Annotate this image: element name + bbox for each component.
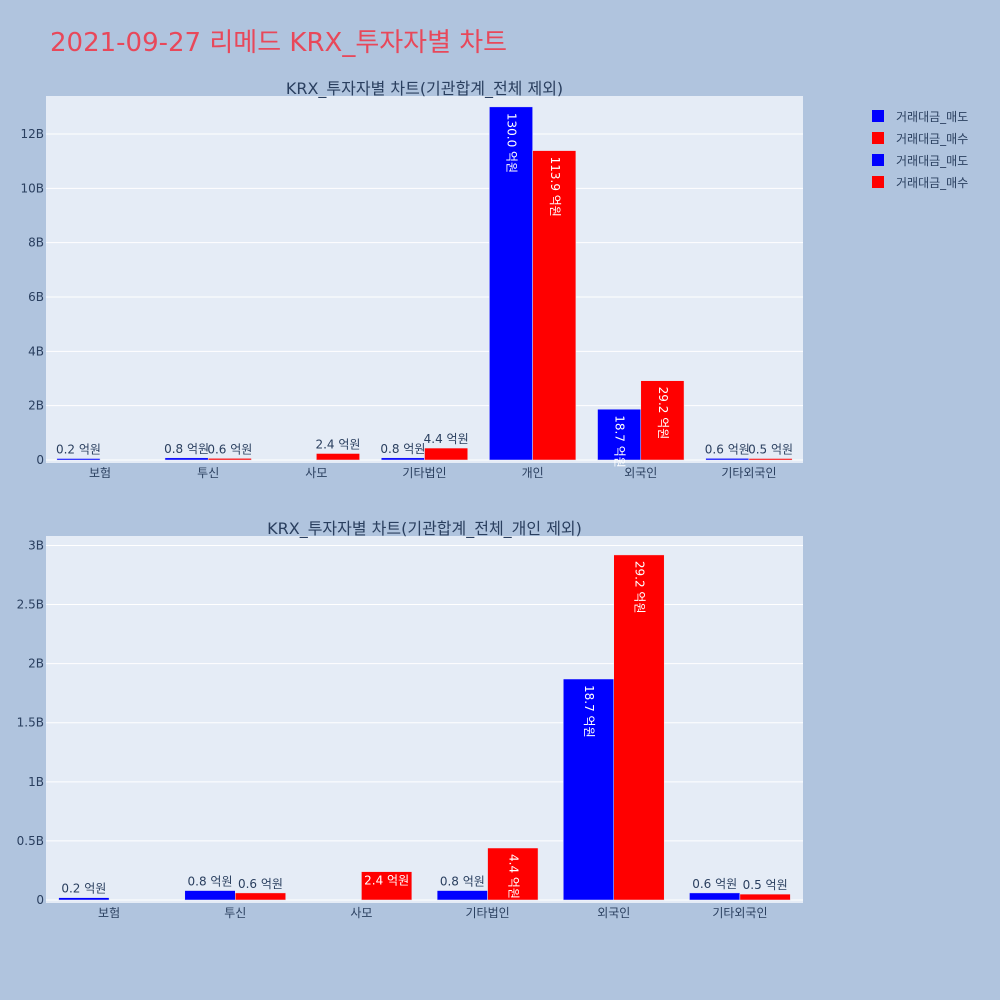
bar [164, 457, 209, 461]
y-tick-label: 0 [36, 453, 44, 467]
bar [316, 453, 360, 461]
legend-label: 거래대금_매수 [896, 175, 969, 190]
page-title: 2021-09-27 리메드 KRX_투자자별 차트 [50, 28, 508, 58]
bar [361, 871, 413, 901]
bar [613, 554, 665, 901]
legend-swatch [872, 132, 884, 144]
y-tick-label: 4B [28, 344, 44, 358]
y-tick-label: 6B [28, 290, 44, 304]
bar [56, 458, 101, 461]
y-tick-label: 2.5B [17, 598, 44, 612]
bar-value-label: 0.6 억원 [705, 442, 750, 456]
bar-value-label: 0.6 억원 [692, 877, 737, 891]
bar [739, 893, 791, 901]
bar [489, 106, 533, 461]
legend-swatch [872, 176, 884, 188]
bar-value-label: 113.9 억원 [548, 157, 562, 217]
bar-value-label: 4.4 억원 [424, 432, 469, 446]
x-tick-label: 기타법인 [402, 466, 446, 480]
bar [597, 408, 642, 461]
x-tick-label: 투신 [197, 466, 219, 480]
y-tick-label: 2B [28, 399, 44, 413]
bar [532, 150, 577, 461]
legend-item-sell-1[interactable]: 거래대금_매도 [872, 105, 968, 127]
bar-value-label: 0.5 억원 [743, 878, 788, 892]
x-tick-label: 기타외국인 [721, 466, 776, 480]
x-tick-label: 외국인 [624, 466, 657, 480]
bar [207, 458, 252, 461]
bar [424, 447, 469, 461]
bar-value-label: 0.8 억원 [188, 875, 233, 889]
y-tick-label: 8B [28, 236, 44, 250]
chart-title: KRX_투자자별 차트(기관합계_전체_개인 제외) [267, 519, 582, 539]
y-tick-label: 1B [28, 775, 44, 789]
x-tick-label: 보험 [89, 466, 111, 480]
x-tick-label: 투신 [224, 906, 246, 920]
y-tick-label: 0.5B [17, 834, 44, 848]
y-tick-label: 2B [28, 657, 44, 671]
bar-value-label: 0.8 억원 [440, 875, 485, 889]
legend[interactable]: 거래대금_매도 거래대금_매수 거래대금_매도 거래대금_매수 [872, 105, 968, 193]
bar [487, 847, 539, 901]
bar-value-label: 4.4 억원 [506, 854, 520, 899]
plot-area [46, 536, 803, 903]
bar-value-label: 0.2 억원 [56, 443, 101, 457]
y-tick-label: 10B [20, 181, 44, 195]
x-tick-label: 보험 [98, 906, 120, 920]
bar [436, 890, 488, 901]
bar [689, 892, 741, 901]
bar [380, 457, 425, 461]
legend-label: 거래대금_매도 [896, 153, 969, 168]
legend-swatch [872, 154, 884, 166]
legend-item-buy-2[interactable]: 거래대금_매수 [872, 171, 968, 193]
bar-value-label: 0.8 억원 [380, 442, 425, 456]
bar [748, 458, 793, 461]
bar-value-label: 0.6 억원 [207, 442, 252, 456]
x-tick-label: 개인 [522, 466, 544, 480]
x-tick-label: 외국인 [597, 906, 630, 920]
bar-value-label: 0.8 억원 [164, 442, 209, 456]
bar-value-label: 130.0 억원 [505, 113, 519, 173]
bar-value-label: 2.4 억원 [315, 437, 360, 451]
x-tick-label: 기타외국인 [712, 906, 767, 920]
y-tick-label: 1.5B [17, 716, 44, 730]
x-tick-label: 사모 [350, 906, 372, 920]
bar [58, 897, 110, 901]
bar [184, 890, 236, 901]
bar [640, 380, 685, 461]
bar-value-label: 29.2 억원 [656, 387, 670, 440]
x-tick-label: 기타법인 [465, 906, 509, 920]
legend-item-buy-1[interactable]: 거래대금_매수 [872, 127, 968, 149]
x-tick-label: 사모 [305, 466, 327, 480]
legend-item-sell-2[interactable]: 거래대금_매도 [872, 149, 968, 171]
y-tick-label: 12B [20, 127, 44, 141]
bar-value-label: 18.7 억원 [613, 415, 627, 468]
bar-value-label: 0.5 억원 [748, 443, 793, 457]
bar-value-label: 29.2 억원 [632, 561, 646, 614]
legend-label: 거래대금_매수 [896, 131, 969, 146]
bar [705, 458, 750, 461]
bar-value-label: 2.4 억원 [364, 874, 409, 888]
y-tick-label: 0 [36, 893, 44, 907]
legend-label: 거래대금_매도 [896, 109, 969, 124]
bar-value-label: 18.7 억원 [582, 685, 596, 738]
bar-value-label: 0.6 억원 [238, 877, 283, 891]
y-tick-label: 3B [28, 538, 44, 552]
bar-value-label: 0.2 억원 [61, 882, 106, 896]
legend-swatch [872, 110, 884, 122]
plot-area [46, 96, 803, 463]
chart-title: KRX_투자자별 차트(기관합계_전체 제외) [286, 79, 563, 99]
bar [235, 892, 286, 901]
